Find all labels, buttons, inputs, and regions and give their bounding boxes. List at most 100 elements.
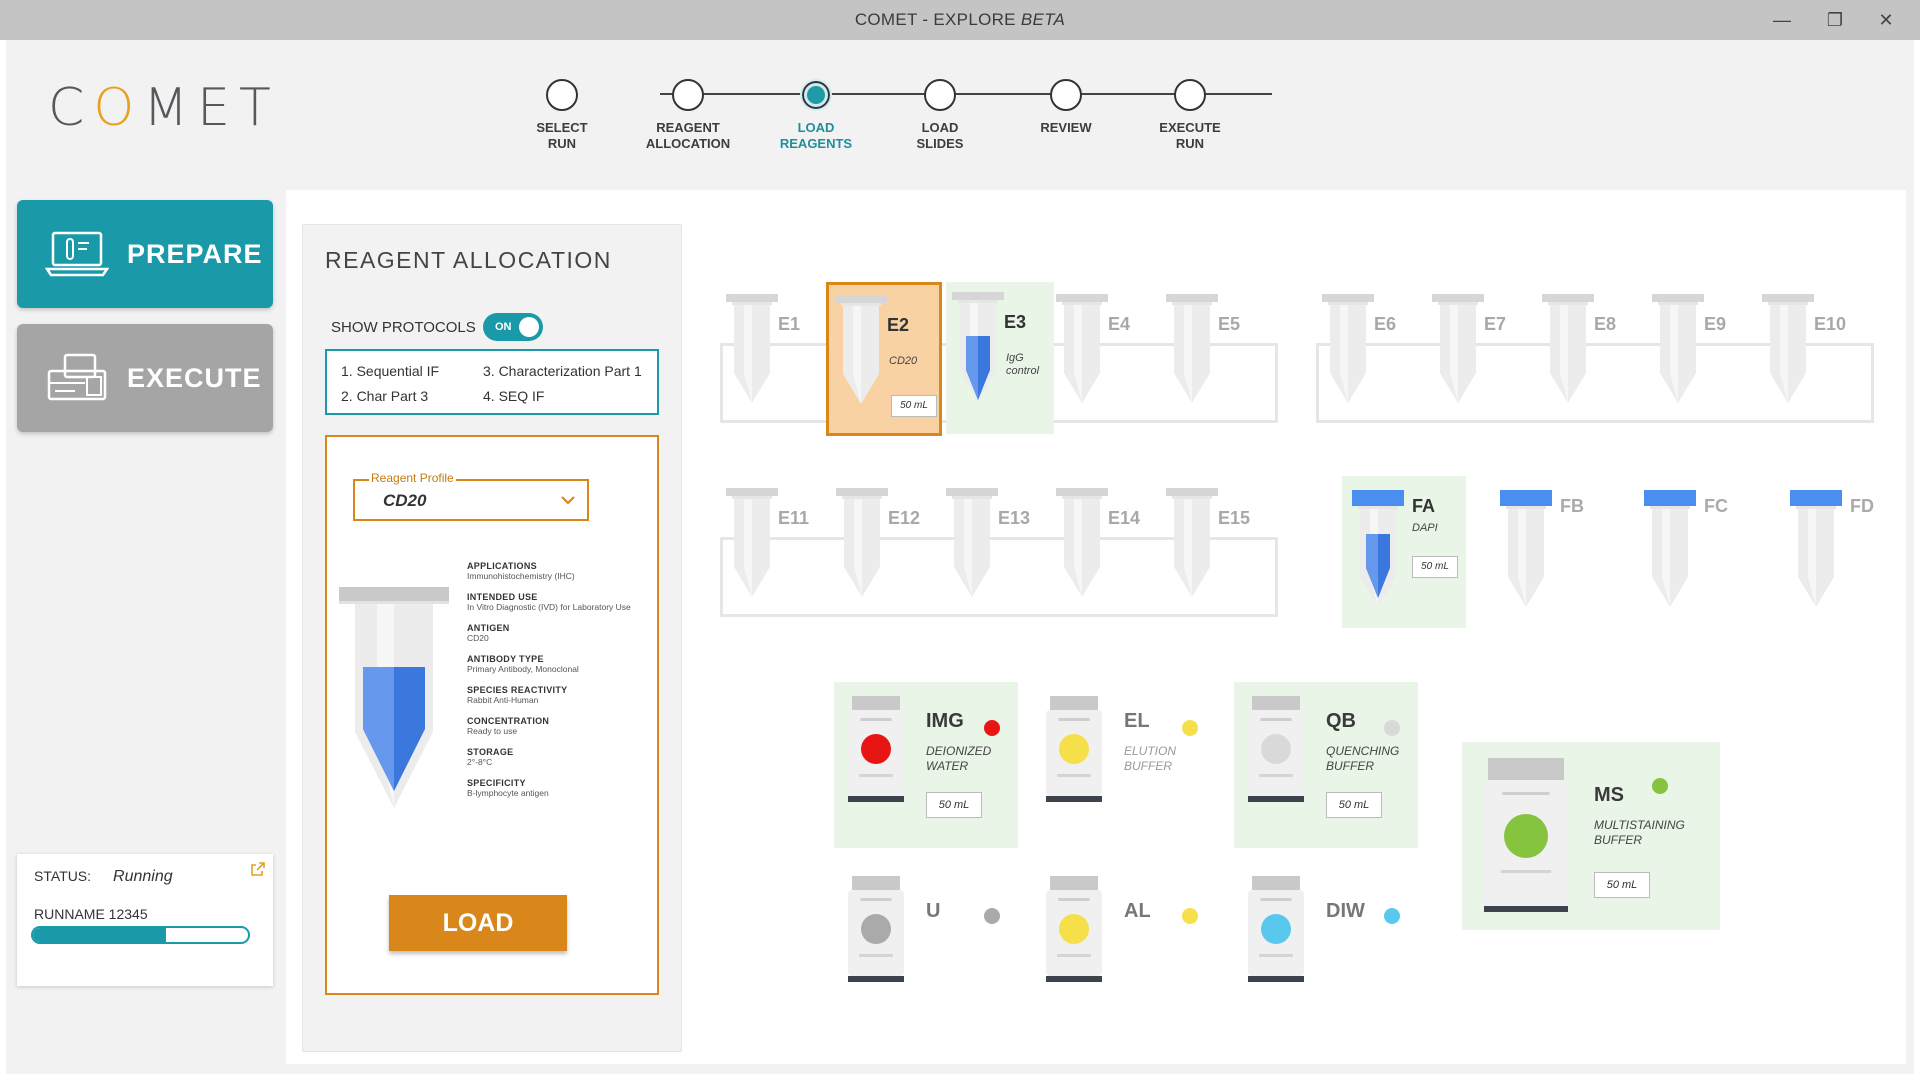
tube-slot-e11[interactable]: E11 [720,478,830,618]
spec-item: SPECIFICITY B-lymphocyte antigen [467,778,657,799]
tube-name: E8 [1594,314,1617,334]
reagent-profile-value: CD20 [383,491,427,510]
step-2[interactable]: LOAD REAGENTS [736,79,896,152]
prepare-label: PREPARE [127,238,263,269]
bottle-icon [848,876,904,982]
tube-slot-e10[interactable]: E10 [1756,284,1866,424]
tube-icon [726,488,778,604]
minimize-icon[interactable]: — [1773,9,1791,30]
tube-slot-e14[interactable]: E14 [1050,478,1160,618]
prepare-button[interactable]: PREPARE [17,200,273,308]
close-icon[interactable]: ✕ [1878,9,1894,30]
tube-slot-e13[interactable]: E13 [940,478,1050,618]
tube-slot-e8[interactable]: E8 [1536,284,1646,424]
step-label: LOAD SLIDES [916,120,964,151]
bottle-name: U [926,900,941,922]
bottle-el[interactable]: EL ELUTION BUFFER [1032,682,1216,848]
tube-name: E5 [1218,314,1241,334]
tube-icon [1542,294,1594,410]
tube-name: E2 [887,315,910,335]
tube-icon [1652,294,1704,410]
show-protocols-label: SHOW PROTOCOLS [331,319,476,336]
spec-item: APPLICATIONS Immunohistochemistry (IHC) [467,561,657,582]
step-0[interactable]: SELECT RUN [482,79,642,152]
toggle-knob [519,317,539,337]
tube-icon [1322,294,1374,410]
reagent-profile-label: Reagent Profile [369,471,456,485]
protocol-item[interactable]: 1. Sequential IF [341,363,440,379]
bottle-diw[interactable]: DIW [1234,872,1418,1002]
volume-badge: 50 mL [1326,792,1382,818]
tube-icon [1644,490,1696,606]
step-1[interactable]: REAGENT ALLOCATION [608,79,768,152]
tube-name: E1 [778,314,801,334]
tube-slot-e4[interactable]: E4 [1050,284,1160,424]
reagent-profile-card: Reagent Profile CD20 APPLICATIONS Immunoh… [325,435,659,995]
spec-item: CONCENTRATION Ready to use [467,716,657,737]
bottle-qb[interactable]: QB QUENCHING BUFFER 50 mL [1234,682,1418,848]
tube-name: FC [1704,496,1728,516]
reagent-allocation-panel: REAGENT ALLOCATION SHOW PROTOCOLS ON 1. … [302,224,682,1052]
step-dot [1174,79,1206,111]
step-dot [800,79,832,111]
spec-key: CONCENTRATION [467,716,550,726]
bottle-icon [848,696,904,802]
comet-logo: COMET [48,78,280,138]
tube-slot-e2[interactable]: E2 CD20 50 mL [826,282,942,436]
tube-slot-e15[interactable]: E15 [1160,478,1270,618]
step-label: REAGENT ALLOCATION [645,120,731,151]
tube-slot-e9[interactable]: E9 [1646,284,1756,424]
spec-value: Primary Antibody, Monoclonal [467,664,579,674]
bottle-reagent: QUENCHING BUFFER [1326,744,1400,773]
tube-slot-fc[interactable]: FC [1634,476,1758,628]
tube-icon [1056,488,1108,604]
tube-slot-fb[interactable]: FB [1490,476,1614,628]
bottle-img[interactable]: IMG DEIONIZED WATER 50 mL [834,682,1018,848]
tube-slot-fa[interactable]: FA DAPI 50 mL [1342,476,1466,628]
step-label: EXECUTE RUN [1159,120,1221,151]
tube-slot-fd[interactable]: FD [1780,476,1904,628]
spec-item: STORAGE 2°-8°C [467,747,657,768]
tube-slot-e12[interactable]: E12 [830,478,940,618]
execute-button[interactable]: EXECUTE [17,324,273,432]
bottle-icon [1484,758,1568,912]
tube-slot-e3[interactable]: E3 IgG control [946,282,1054,434]
protocol-item[interactable]: 2. Char Part 3 [341,388,429,404]
spec-item: SPECIES REACTIVITY Rabbit Anti-Human [467,685,657,706]
spec-key: ANTIBODY TYPE [467,654,544,664]
bottle-u[interactable]: U [834,872,1018,1002]
step-3[interactable]: LOAD SLIDES [860,79,1020,152]
tube-slot-e5[interactable]: E5 [1160,284,1270,424]
laptop-icon [45,229,109,279]
spec-item: ANTIGEN CD20 [467,623,657,644]
bottle-name: DIW [1326,900,1365,922]
step-dot [1050,79,1082,111]
status-card: STATUS: Running RUNNAME 12345 [17,854,273,986]
tube-slot-e6[interactable]: E6 [1316,284,1426,424]
bottle-color-dot [984,720,1000,736]
spec-value: Ready to use [467,726,518,736]
tube-name: E14 [1108,508,1141,528]
bottle-name: MS [1594,784,1624,806]
tube-reagent: CD20 [889,355,918,367]
load-button[interactable]: LOAD [389,895,567,951]
bottle-color-dot [1182,908,1198,924]
tube-name: E10 [1814,314,1847,334]
reagent-profile-dropdown[interactable]: Reagent Profile CD20 [353,471,589,521]
step-5[interactable]: EXECUTE RUN [1110,79,1270,152]
step-4[interactable]: REVIEW [986,79,1146,136]
tube-slot-e7[interactable]: E7 [1426,284,1536,424]
protocol-item[interactable]: 4. SEQ IF [483,388,545,404]
bottle-al[interactable]: AL [1032,872,1216,1002]
protocol-item[interactable]: 3. Characterization Part 1 [483,363,642,379]
tube-reagent: IgG control [1006,352,1040,377]
external-link-icon[interactable] [251,862,265,876]
restore-icon[interactable]: ❐ [1826,9,1844,30]
spec-value: Rabbit Anti-Human [467,695,539,705]
bottle-color-dot [1182,720,1198,736]
show-protocols-toggle[interactable]: ON [483,313,543,341]
status-value: Running [113,868,173,885]
spec-value: Immunohistochemistry (IHC) [467,571,575,581]
tube-slot-e1[interactable]: E1 [720,284,830,424]
bottle-ms[interactable]: MS MULTISTAINING BUFFER 50 mL [1462,742,1720,930]
